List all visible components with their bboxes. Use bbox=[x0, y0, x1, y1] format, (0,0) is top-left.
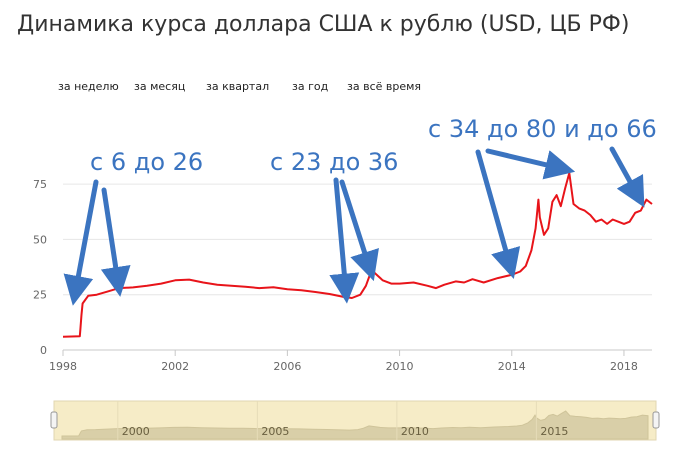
annotation-text: с 6 до 26 bbox=[90, 148, 203, 176]
x-tick-label: 2014 bbox=[498, 360, 526, 373]
annotation-text: с 23 до 36 bbox=[270, 148, 398, 176]
x-tick-label: 1998 bbox=[49, 360, 77, 373]
range-week-button[interactable]: за неделю bbox=[58, 80, 119, 93]
annotation-arrow bbox=[63, 179, 99, 306]
x-tick-label: 2006 bbox=[273, 360, 301, 373]
range-month-button[interactable]: за месяц bbox=[134, 80, 186, 93]
navigator-label: 2010 bbox=[401, 425, 429, 438]
y-tick-label: 25 bbox=[33, 289, 47, 302]
navigator-right-handle[interactable] bbox=[652, 411, 660, 429]
annotation-arrow bbox=[100, 187, 131, 297]
y-tick-label: 50 bbox=[33, 233, 47, 246]
navigator-label: 2015 bbox=[540, 425, 568, 438]
x-tick-label: 2010 bbox=[386, 360, 414, 373]
annotation-text: с 34 до 80 и до 66 bbox=[428, 115, 657, 143]
annotation-arrow bbox=[339, 179, 379, 282]
x-tick-label: 2002 bbox=[161, 360, 189, 373]
range-all-time-button[interactable]: за всё время bbox=[347, 80, 422, 93]
y-tick-label: 75 bbox=[33, 178, 47, 191]
annotation-arrow bbox=[485, 148, 576, 180]
navigator-label: 2005 bbox=[261, 425, 289, 438]
annotation-arrow bbox=[609, 146, 645, 208]
navigator-label: 2000 bbox=[122, 425, 150, 438]
navigator-series bbox=[61, 410, 649, 440]
annotation-arrow bbox=[329, 177, 360, 304]
x-tick-label: 2018 bbox=[610, 360, 638, 373]
y-tick-label: 0 bbox=[40, 344, 47, 357]
range-year-button[interactable]: за год bbox=[292, 80, 329, 93]
series-line bbox=[62, 172, 653, 338]
range-quarter-button[interactable]: за квартал bbox=[206, 80, 270, 93]
annotation-arrow bbox=[475, 149, 521, 279]
page-title: Динамика курса доллара США к рублю (USD,… bbox=[17, 12, 630, 37]
navigator-left-handle[interactable] bbox=[50, 411, 58, 429]
